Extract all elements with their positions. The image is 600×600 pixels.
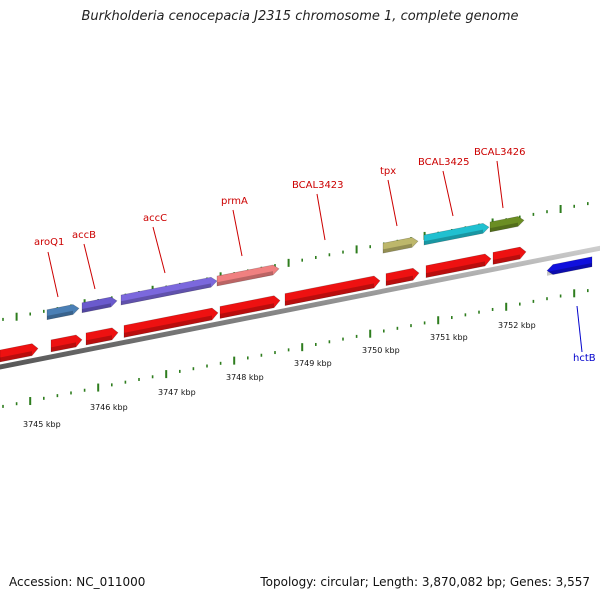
kbp-label: 3752 kbp xyxy=(498,321,536,330)
kbp-label: 3746 kbp xyxy=(90,403,128,412)
cds-block xyxy=(425,253,492,279)
gene-labels: aroQ1 accB accC prmA BCAL3423 tpx BCAL3425 BCAL… xyxy=(34,147,596,364)
gene-label-bcal3426: BCAL3426 xyxy=(474,147,526,158)
block-shade xyxy=(285,283,374,306)
gene-label-prma: prmA xyxy=(221,196,248,207)
gene-label-tpx: tpx xyxy=(380,166,396,177)
block-shade xyxy=(386,275,413,286)
cds-block xyxy=(0,343,39,363)
gene-label-hctb: hctB xyxy=(573,353,596,364)
leader-bcal3425 xyxy=(442,170,454,217)
gene-block-bcal3425 xyxy=(423,223,490,246)
label-leaders xyxy=(47,160,583,353)
lower-tick-ruler xyxy=(2,289,589,408)
gene-label-accc: accC xyxy=(143,213,167,224)
leader-tpx xyxy=(387,179,398,227)
leader-accc xyxy=(152,226,166,274)
block-shade xyxy=(490,222,518,232)
block-shade xyxy=(217,271,273,287)
gene-label-bcal3423: BCAL3423 xyxy=(292,180,344,191)
block-shade xyxy=(121,283,211,306)
leader-aroq1 xyxy=(47,251,59,298)
kbp-label: 3749 kbp xyxy=(294,359,332,368)
cds-block xyxy=(385,267,420,286)
gene-track xyxy=(46,216,593,321)
block-shade xyxy=(0,351,32,362)
leader-bcal3423 xyxy=(316,193,326,241)
kbp-label: 3747 kbp xyxy=(158,388,196,397)
cds-block xyxy=(123,307,219,338)
cds-block xyxy=(85,327,119,346)
accession-label: Accession: NC_011000 xyxy=(9,575,146,589)
block-shade xyxy=(220,303,274,319)
kbp-label: 3750 kbp xyxy=(362,346,400,355)
cds-track xyxy=(0,246,527,363)
gene-block-bcal3426 xyxy=(489,216,525,233)
gene-block-accb xyxy=(81,296,118,314)
chromosome-backbone xyxy=(0,245,600,370)
leader-accb xyxy=(83,243,96,290)
block-shade xyxy=(124,315,212,338)
block-shade xyxy=(493,254,520,265)
backbone-bar xyxy=(0,245,600,370)
gene-block-accc xyxy=(120,276,218,306)
block-shade xyxy=(547,262,592,276)
kbp-labels: 3745 kbp 3746 kbp 3747 kbp 3748 kbp 3749 kbp… xyxy=(23,321,536,429)
cds-block xyxy=(284,275,381,306)
block-shade xyxy=(51,342,76,352)
block-shade xyxy=(426,261,485,278)
gene-block-aroq1 xyxy=(46,304,80,321)
gene-block-hctb xyxy=(546,256,593,275)
gene-block-prma xyxy=(216,264,280,287)
block-shade xyxy=(424,229,483,246)
genome-stats-label: Topology: circular; Length: 3,870,082 bp… xyxy=(260,575,590,589)
leader-bcal3426 xyxy=(496,160,504,209)
gene-block-tpx xyxy=(382,237,419,254)
leader-prma xyxy=(232,209,243,257)
block-shade xyxy=(383,243,412,254)
block-shade xyxy=(82,303,111,313)
block-shade xyxy=(86,335,112,345)
gene-label-bcal3425: BCAL3425 xyxy=(418,157,470,168)
gene-label-aroq1: aroQ1 xyxy=(34,237,64,248)
kbp-label: 3751 kbp xyxy=(430,333,468,342)
cds-block xyxy=(492,246,527,265)
kbp-label: 3748 kbp xyxy=(226,373,264,382)
cds-block xyxy=(219,295,281,319)
kbp-label: 3745 kbp xyxy=(23,420,61,429)
leader-hctb xyxy=(576,305,583,353)
block-shade xyxy=(47,310,73,320)
page-title: Burkholderia cenocepacia J2315 chromosom… xyxy=(81,9,519,24)
cds-block xyxy=(50,334,83,353)
gene-label-accb: accB xyxy=(72,230,96,241)
